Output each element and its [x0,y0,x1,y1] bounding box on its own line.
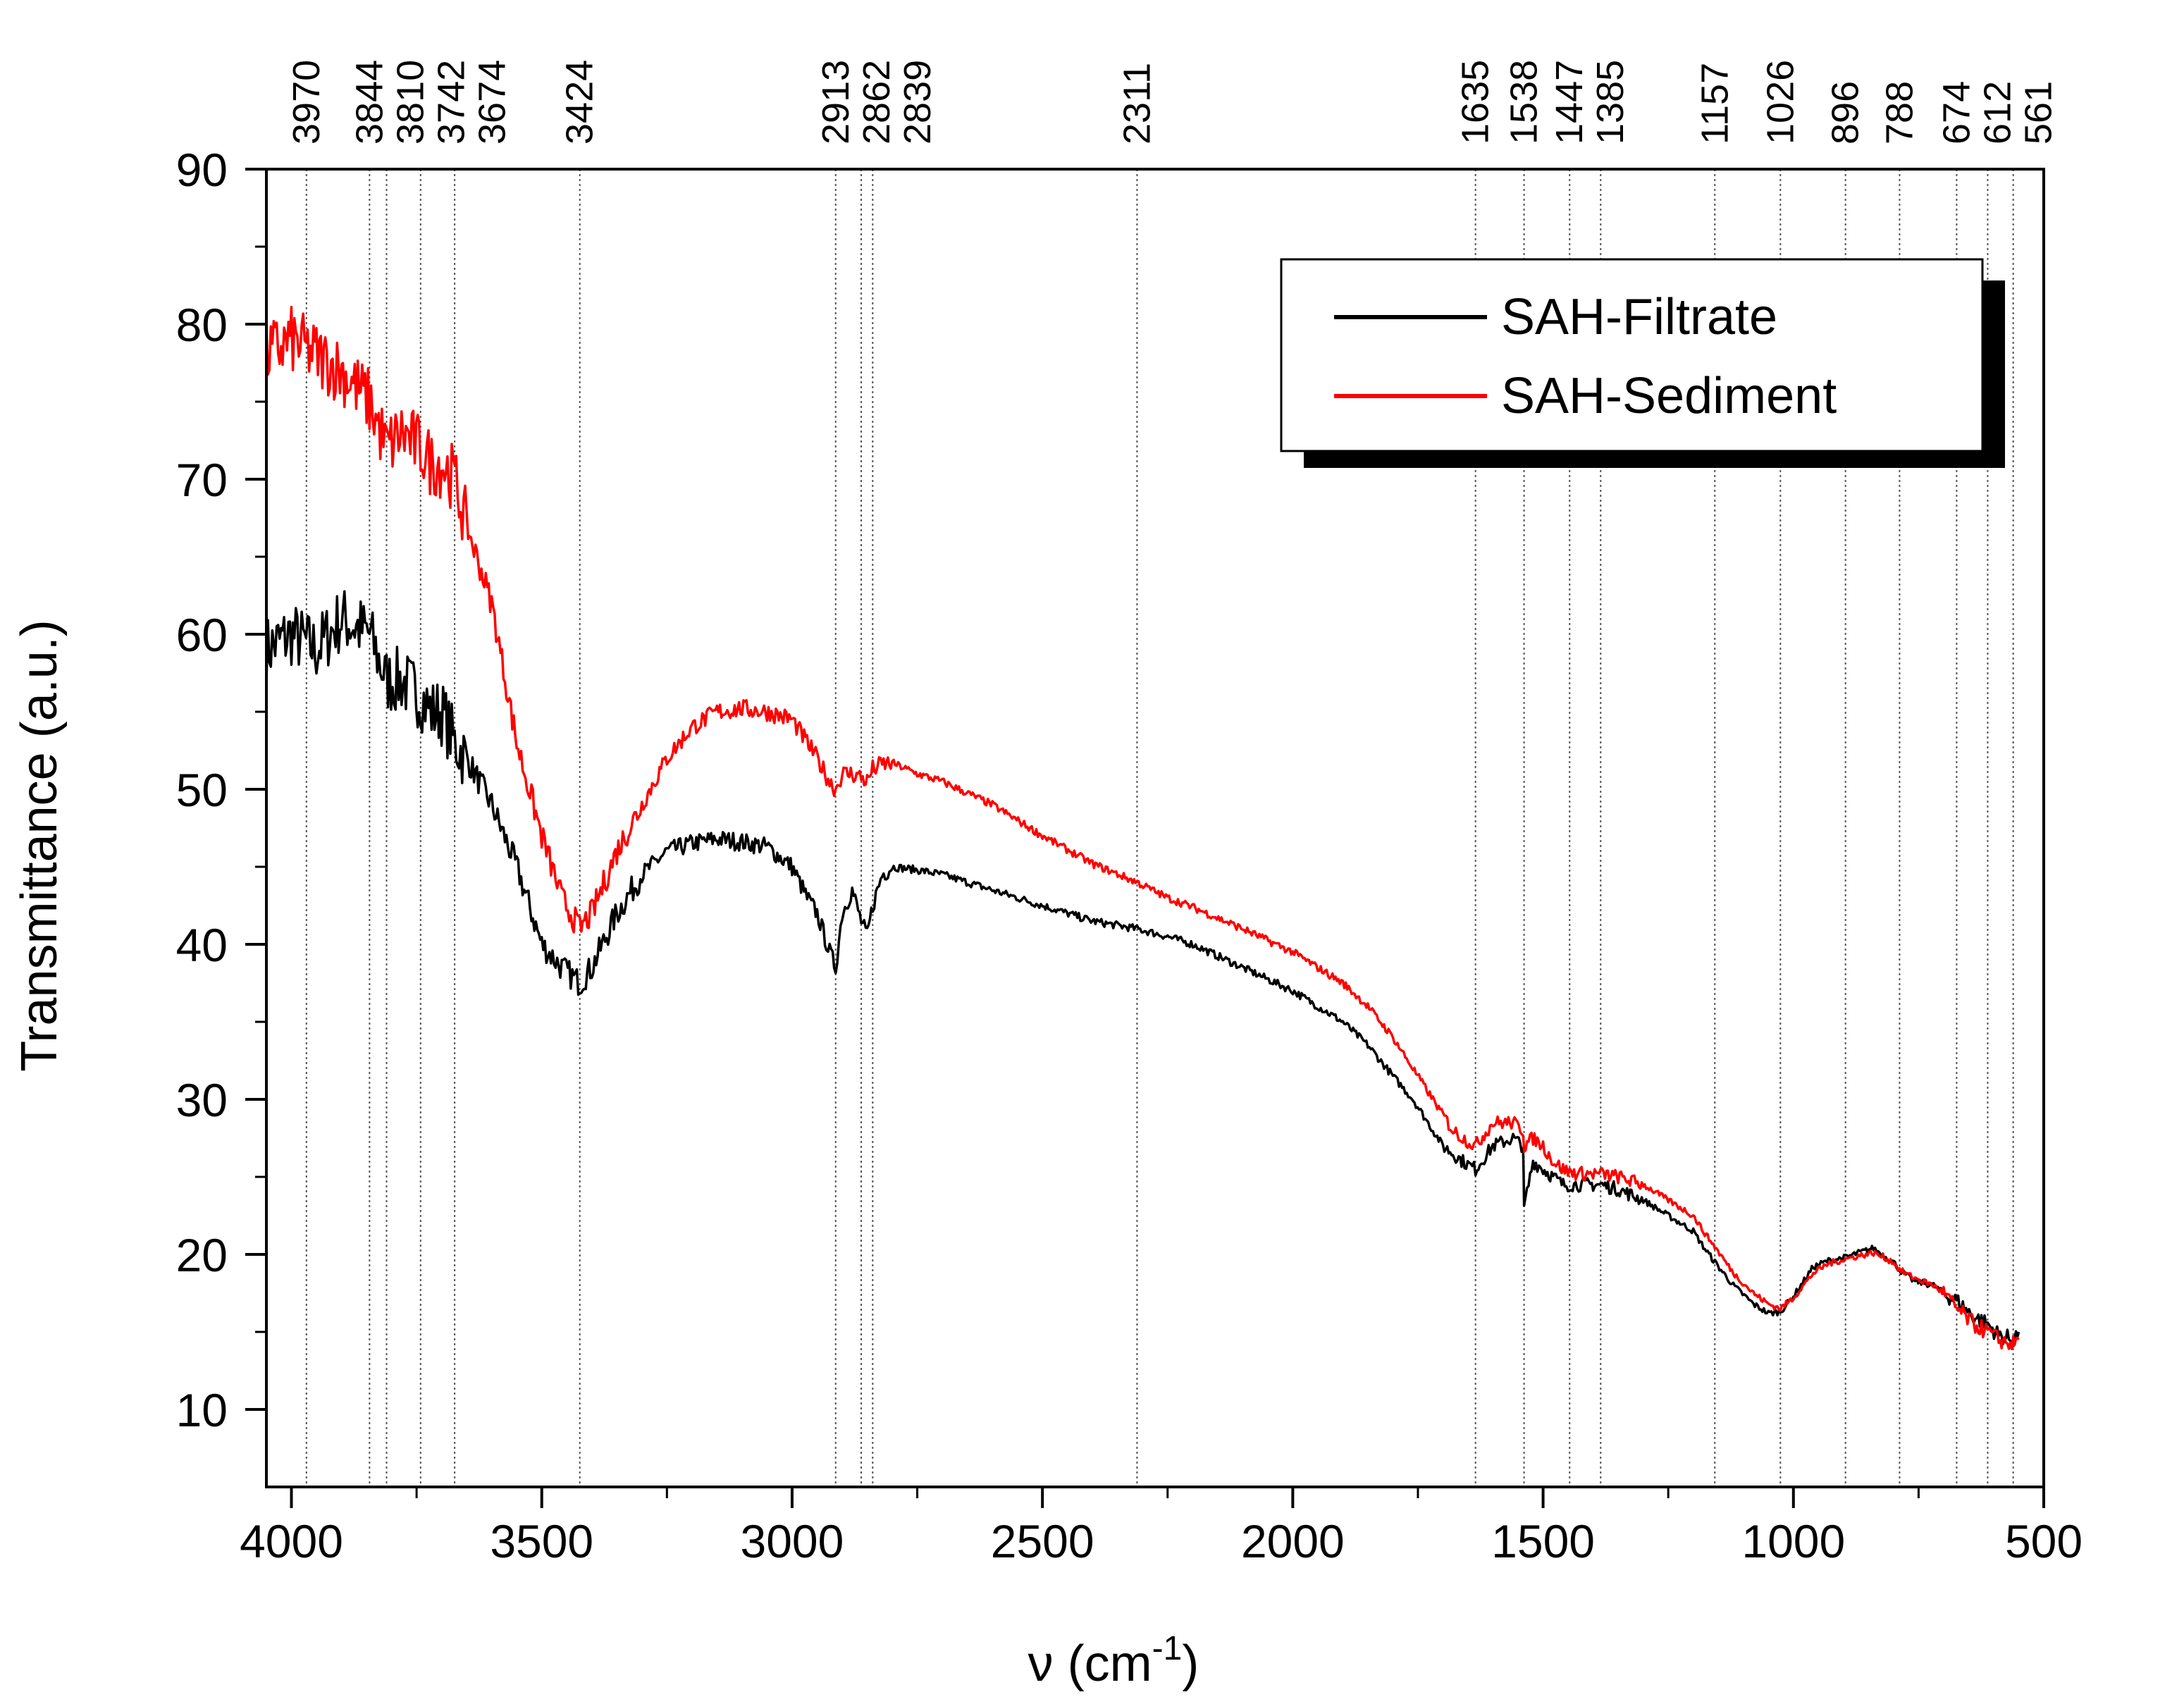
peak-label-3970: 3970 [285,60,328,144]
plot-frame [265,168,2045,1488]
x-tick-label-4000: 4000 [240,1515,343,1567]
peak-label-1026: 1026 [1759,60,1801,144]
legend-label-sediment: SAH-Sediment [1501,368,1837,424]
peak-label-1385: 1385 [1589,60,1631,144]
series-layer [265,305,2020,1350]
x-axis-title-main: ν (cm [1028,1636,1152,1692]
legend: SAH-Filtrate SAH-Sediment [1280,258,2005,468]
peak-label-2839: 2839 [896,60,939,144]
peak-label-2862: 2862 [856,60,898,144]
y-tick-label-10: 10 [176,1384,228,1436]
x-axis-title-superscript: -1 [1152,1630,1183,1667]
peak-label-3742: 3742 [430,60,472,144]
x-tick-label-500: 500 [2005,1515,2083,1567]
peak-label-3674: 3674 [471,60,513,144]
peak-label-2311: 2311 [1116,63,1158,144]
y-tick-label-20: 20 [176,1229,228,1281]
peak-label-612: 612 [1976,81,2018,144]
peak-label-674: 674 [1935,81,1978,144]
x-tick-label-1000: 1000 [1741,1515,1845,1567]
y-tick-label-40: 40 [176,919,228,971]
x-tick-label-2500: 2500 [991,1515,1094,1567]
y-tick-label-60: 60 [176,609,228,661]
peak-label-3810: 3810 [389,60,431,144]
series-line-sah-sediment [265,305,2020,1350]
x-tick-label-3000: 3000 [741,1515,844,1567]
peak-label-1635: 1635 [1455,60,1497,144]
x-axis-title: ν (cm-1) [1028,1630,1199,1692]
x-tick-label-1500: 1500 [1491,1515,1595,1567]
x-axis-title-suffix: ) [1182,1636,1199,1692]
y-axis-ticks: 10 20 30 40 50 60 70 80 90 [176,144,266,1436]
legend-label-filtrate: SAH-Filtrate [1501,289,1777,345]
peak-label-3424: 3424 [559,60,601,144]
x-axis-ticks: 4000 3500 3000 2500 2000 1500 1000 500 [240,1487,2083,1567]
peak-label-1447: 1447 [1548,60,1591,144]
y-tick-label-70: 70 [176,454,228,506]
y-tick-label-30: 30 [176,1074,228,1126]
peak-label-3844: 3844 [348,60,390,144]
peak-label-1538: 1538 [1503,60,1546,144]
peak-label-896: 896 [1825,81,1867,144]
y-tick-label-50: 50 [176,764,228,816]
peak-label-2913: 2913 [815,60,857,144]
peak-label-1157: 1157 [1693,63,1736,144]
peak-label-561: 561 [2017,81,2059,144]
x-tick-label-2000: 2000 [1241,1515,1345,1567]
legend-box [1280,258,1984,452]
y-axis-title: Transmittance (a.u.) [11,619,68,1072]
x-tick-label-3500: 3500 [490,1515,593,1567]
peak-label-788: 788 [1878,81,1920,144]
series-line-sah-filtrate [265,590,2020,1348]
y-tick-label-90: 90 [176,144,228,196]
y-tick-label-80: 80 [176,299,228,351]
